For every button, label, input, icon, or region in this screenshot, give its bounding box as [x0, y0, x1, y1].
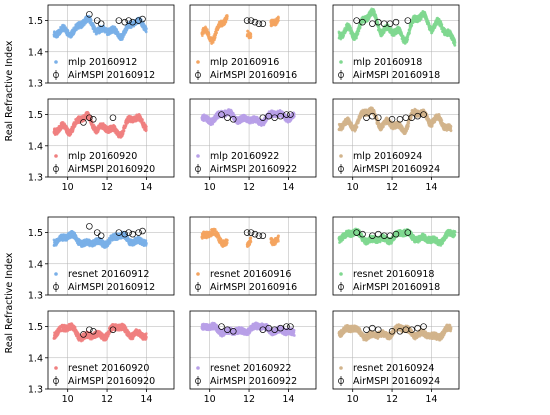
airmspi-point	[109, 114, 117, 121]
model-point	[356, 32, 360, 36]
panel-mlp-20160920: 1.3 1.4 1.5 10 12 14 mlp 20160920 AirMSPI 20160…	[28, 98, 175, 193]
legend-label-model: mlp 20160912	[68, 57, 137, 68]
model-point	[207, 33, 211, 36]
model-point	[440, 23, 444, 26]
y-tick-label: 1.3	[28, 79, 43, 90]
panel-mlp-20160916: mlp 20160916 AirMSPI 20160916	[189, 4, 317, 84]
model-point	[277, 16, 280, 20]
model-point	[382, 125, 385, 129]
x-tick-label: 10	[62, 182, 74, 193]
legend-label-airmspi: AirMSPI 20160912	[68, 70, 155, 81]
panel-mlp-20160922: 10 12 14 mlp 20160922 AirMSPI 20160922	[189, 98, 317, 193]
model-point	[89, 18, 93, 22]
model-point	[201, 34, 204, 38]
model-point	[355, 125, 359, 129]
legend-marker-model	[196, 60, 200, 64]
x-tick-label: 12	[243, 182, 255, 193]
legend-marker-model	[54, 60, 58, 64]
model-point	[215, 31, 218, 35]
legend-label-model: mlp 20160918	[353, 57, 422, 68]
airmspi-point	[251, 18, 259, 26]
y-tick-label: 1.5	[28, 110, 43, 121]
legend-label-airmspi: AirMSPI 20160918	[353, 70, 440, 81]
legend-label-airmspi: AirMSPI 20160916	[210, 70, 297, 81]
model-point	[408, 31, 411, 35]
panel-mlp-20160918: mlp 20160918 AirMSPI 20160918	[332, 4, 460, 84]
legend-label-airmspi: AirMSPI 20160920	[68, 164, 155, 175]
model-point	[249, 34, 253, 38]
legend-label-model: mlp 20160920	[68, 151, 137, 162]
airmspi-point	[121, 18, 129, 26]
x-tick-label: 10	[204, 182, 216, 193]
airmspi-point	[259, 20, 267, 27]
y-axis-label: Real Refractive Index	[4, 40, 15, 141]
legend-marker-model	[196, 154, 200, 158]
panel-mlp-20160912: 1.3 1.4 1.5 mlp 20160912 AirMSPI 20160912	[28, 4, 175, 90]
model-point	[453, 41, 457, 44]
legend-label-model: mlp 20160922	[210, 151, 279, 162]
legend-marker-model	[339, 60, 343, 64]
legend-label-airmspi: AirMSPI 20160922	[210, 164, 297, 175]
model-point	[355, 36, 358, 40]
model-point	[407, 122, 411, 125]
model-point	[407, 124, 410, 128]
model-point	[349, 26, 353, 30]
model-point	[144, 30, 148, 34]
model-point	[410, 24, 414, 27]
legend-marker-model	[54, 154, 58, 158]
model-point	[145, 128, 148, 132]
legend-label-model: mlp 20160916	[210, 57, 279, 68]
model-point	[226, 15, 229, 18]
model-point	[122, 129, 126, 133]
airmspi-point	[392, 18, 400, 26]
y-tick-label: 1.5	[28, 16, 43, 27]
model-point	[342, 34, 346, 37]
model-point	[453, 43, 457, 47]
y-tick-label: 1.4	[28, 47, 43, 58]
model-point	[373, 10, 376, 14]
y-tick-label: 1.4	[28, 141, 43, 152]
model-point	[358, 26, 362, 29]
airmspi-point	[369, 20, 376, 27]
x-tick-label: 12	[101, 182, 113, 193]
model-point	[277, 19, 280, 22]
x-tick-label: 14	[140, 182, 152, 193]
y-tick-label: 1.3	[28, 173, 43, 184]
x-tick-label: 14	[282, 182, 294, 193]
model-point	[409, 116, 413, 119]
model-point	[145, 27, 148, 30]
model-point	[141, 118, 144, 122]
model-point	[145, 125, 148, 128]
model-point	[211, 41, 215, 44]
model-point	[406, 37, 410, 41]
